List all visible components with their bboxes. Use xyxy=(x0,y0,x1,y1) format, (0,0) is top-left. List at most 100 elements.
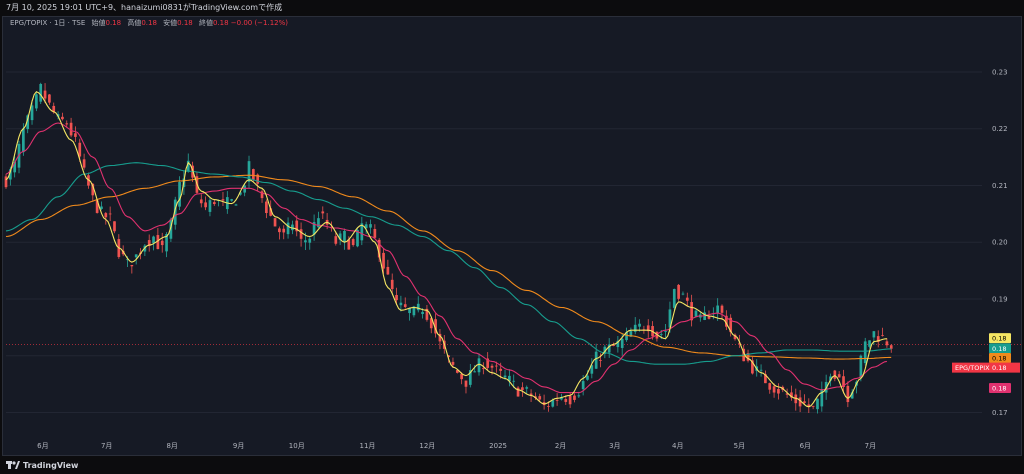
candle-body xyxy=(842,376,845,388)
candle-body xyxy=(503,375,507,378)
candle-body xyxy=(499,368,503,371)
candle-body xyxy=(759,369,763,371)
candle-body xyxy=(468,370,472,385)
candle-body xyxy=(343,230,346,243)
ma-price-tag xyxy=(989,333,1011,344)
candle-body xyxy=(4,176,8,188)
candle-body xyxy=(91,183,95,196)
tradingview-logo[interactable]: TradingView xyxy=(6,458,78,472)
high-value: 0.18 xyxy=(141,19,157,27)
y-tick-label: 0.19 xyxy=(992,295,1008,303)
candle-body xyxy=(889,345,893,349)
candle-body xyxy=(486,358,490,368)
candle-body xyxy=(243,185,247,193)
candle-body xyxy=(607,344,611,353)
candle-body xyxy=(304,240,307,243)
candle-body xyxy=(455,370,459,373)
candle-body xyxy=(147,240,151,246)
candle-body xyxy=(863,341,867,364)
symbol-info: EPG/TOPIX · 1日 · TSE xyxy=(10,19,86,27)
ma-price-tag-value: 0.18 xyxy=(992,345,1006,353)
candle-body xyxy=(126,259,129,261)
candle-body xyxy=(238,192,242,195)
candle-body xyxy=(186,160,190,172)
candle-body xyxy=(74,133,77,137)
candle-body xyxy=(69,122,73,136)
candle-body xyxy=(547,405,550,407)
candle-body xyxy=(738,342,741,344)
candle-body xyxy=(833,370,837,379)
x-tick-label: 11月 xyxy=(360,442,376,450)
candles xyxy=(4,82,893,414)
candle-body xyxy=(178,181,181,207)
y-tick-label: 0.17 xyxy=(992,409,1008,417)
x-tick-label: 5月 xyxy=(734,442,745,450)
candle-body xyxy=(837,374,841,378)
candle-body xyxy=(568,395,572,405)
candle-body xyxy=(43,90,47,99)
candle-body xyxy=(746,353,750,361)
candle-body xyxy=(625,332,628,341)
candle-body xyxy=(347,239,351,250)
candle-body xyxy=(403,304,407,307)
candle-body xyxy=(395,295,398,301)
candle-body xyxy=(299,229,303,239)
ma-long1-line xyxy=(5,162,892,365)
y-tick-label: 0.23 xyxy=(992,68,1008,76)
candle-body xyxy=(464,380,468,387)
candle-body xyxy=(733,334,737,340)
candle-body xyxy=(95,200,99,213)
candle-body xyxy=(295,220,299,232)
candle-body xyxy=(846,385,850,403)
candle-body xyxy=(312,222,316,235)
candle-body xyxy=(564,398,568,402)
candle-body xyxy=(790,392,793,398)
x-tick-label: 6月 xyxy=(800,442,811,450)
candle-body xyxy=(204,202,207,208)
symbol-price-tag-name: EPG/TOPIX xyxy=(955,364,990,372)
candle-body xyxy=(785,393,789,395)
tradingview-brand: TradingView xyxy=(23,460,79,470)
candle-body xyxy=(26,115,30,130)
candle-body xyxy=(716,305,720,314)
candle-body xyxy=(620,338,624,348)
candle-body xyxy=(408,308,411,314)
candle-body xyxy=(560,397,563,400)
candle-body xyxy=(720,305,724,313)
candle-body xyxy=(256,174,260,184)
x-tick-label: 2025 xyxy=(489,442,507,450)
candle-body xyxy=(751,360,754,374)
candle-body xyxy=(820,389,824,407)
candle-body xyxy=(169,219,173,239)
x-tick-label: 6月 xyxy=(37,442,48,450)
candle-body xyxy=(390,279,394,290)
candle-body xyxy=(460,373,463,380)
candle-body xyxy=(65,123,69,125)
candle-body xyxy=(130,264,134,267)
candle-body xyxy=(516,387,520,397)
candle-body xyxy=(590,365,594,374)
candle-body xyxy=(481,368,485,370)
candle-body xyxy=(113,221,116,232)
candlestick-chart[interactable]: 0.23 0.22 0.21 0.20 0.19 0.18 0.17 6月 7月 8月 9月 10月… xyxy=(2,16,1022,456)
high-label: 高値 xyxy=(127,19,142,27)
y-tick-label: 0.22 xyxy=(992,125,1008,133)
candle-body xyxy=(278,228,281,233)
candle-body xyxy=(477,358,481,373)
candle-body xyxy=(707,316,711,319)
symbol-price-tag xyxy=(952,362,1020,373)
candle-body xyxy=(351,239,355,246)
time-axis[interactable]: 6月 7月 8月 9月 10月 11月 12月 2025 2月 3月 4月 5月 6月 7月 xyxy=(37,442,876,450)
candle-body xyxy=(772,386,776,393)
candle-body xyxy=(373,228,377,238)
ma-price-tag xyxy=(989,343,1011,354)
candle-body xyxy=(594,351,598,369)
close-value: 0.18 −0.00 (−1.12%) xyxy=(212,19,289,27)
candle-body xyxy=(473,371,477,373)
candle-body xyxy=(35,94,38,109)
candle-body xyxy=(525,387,529,389)
candle-body xyxy=(555,400,559,401)
candle-body xyxy=(690,302,693,321)
candle-body xyxy=(694,310,698,317)
candle-body xyxy=(659,334,663,335)
